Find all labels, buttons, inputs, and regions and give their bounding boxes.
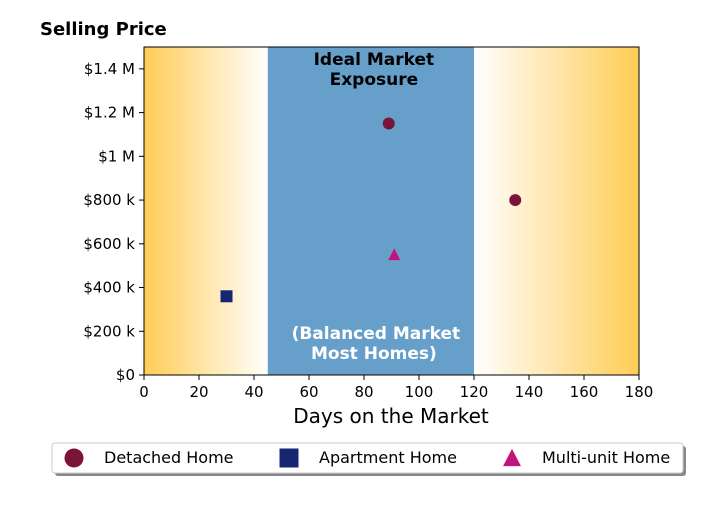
- band-top-label-line2: Exposure: [330, 70, 419, 90]
- y-tick-label: $600 k: [83, 235, 135, 253]
- legend: Detached Home Apartment Home Multi-unit Ho…: [51, 442, 686, 476]
- y-tick-label: $1 M: [98, 147, 135, 165]
- band-top-label-line1: Ideal Market: [314, 50, 435, 70]
- y-tick-label: $1.4 M: [84, 60, 135, 78]
- x-tick-label: 120: [460, 383, 489, 401]
- plot-frame: [143, 46, 640, 376]
- legend-label: Multi-unit Home: [542, 448, 670, 467]
- x-tick-label: 40: [244, 383, 263, 401]
- y-tick-label: $0: [116, 366, 135, 384]
- data-point-triangle-1: [388, 248, 401, 261]
- x-tick-label: 160: [570, 383, 599, 401]
- x-tick-label: 60: [299, 383, 318, 401]
- x-tick-label: 100: [405, 383, 434, 401]
- y-tick-label: $1.2 M: [84, 104, 135, 122]
- x-axis-label: Days on the Market: [293, 404, 489, 428]
- y-tick-label: $200 k: [83, 322, 135, 340]
- chart-title: Selling Price: [40, 19, 167, 40]
- legend-label: Apartment Home: [319, 448, 457, 467]
- legend-marker-circle: [64, 448, 84, 468]
- right-gradient-region: [474, 47, 639, 375]
- legend-box: [51, 442, 684, 474]
- band-bottom-label-line2: Most Homes): [311, 344, 437, 364]
- data-point-circle-2: [509, 194, 522, 207]
- y-tick-label: $800 k: [83, 191, 135, 209]
- y-tick-label: $400 k: [83, 279, 135, 297]
- left-gradient-region: [144, 47, 268, 375]
- x-tick-label: 80: [354, 383, 373, 401]
- x-tick-label: 180: [625, 383, 654, 401]
- data-point-square-1: [220, 290, 233, 303]
- x-tick-label: 0: [139, 383, 149, 401]
- band-bottom-label-line1: (Balanced Market: [292, 324, 461, 344]
- data-point-circle-1: [382, 117, 395, 130]
- legend-label: Detached Home: [104, 448, 234, 467]
- ideal-market-band: [267, 47, 474, 375]
- x-tick-label: 20: [189, 383, 208, 401]
- x-tick-label: 140: [515, 383, 544, 401]
- legend-marker-square: [279, 448, 299, 468]
- legend-marker-triangle: [503, 448, 521, 467]
